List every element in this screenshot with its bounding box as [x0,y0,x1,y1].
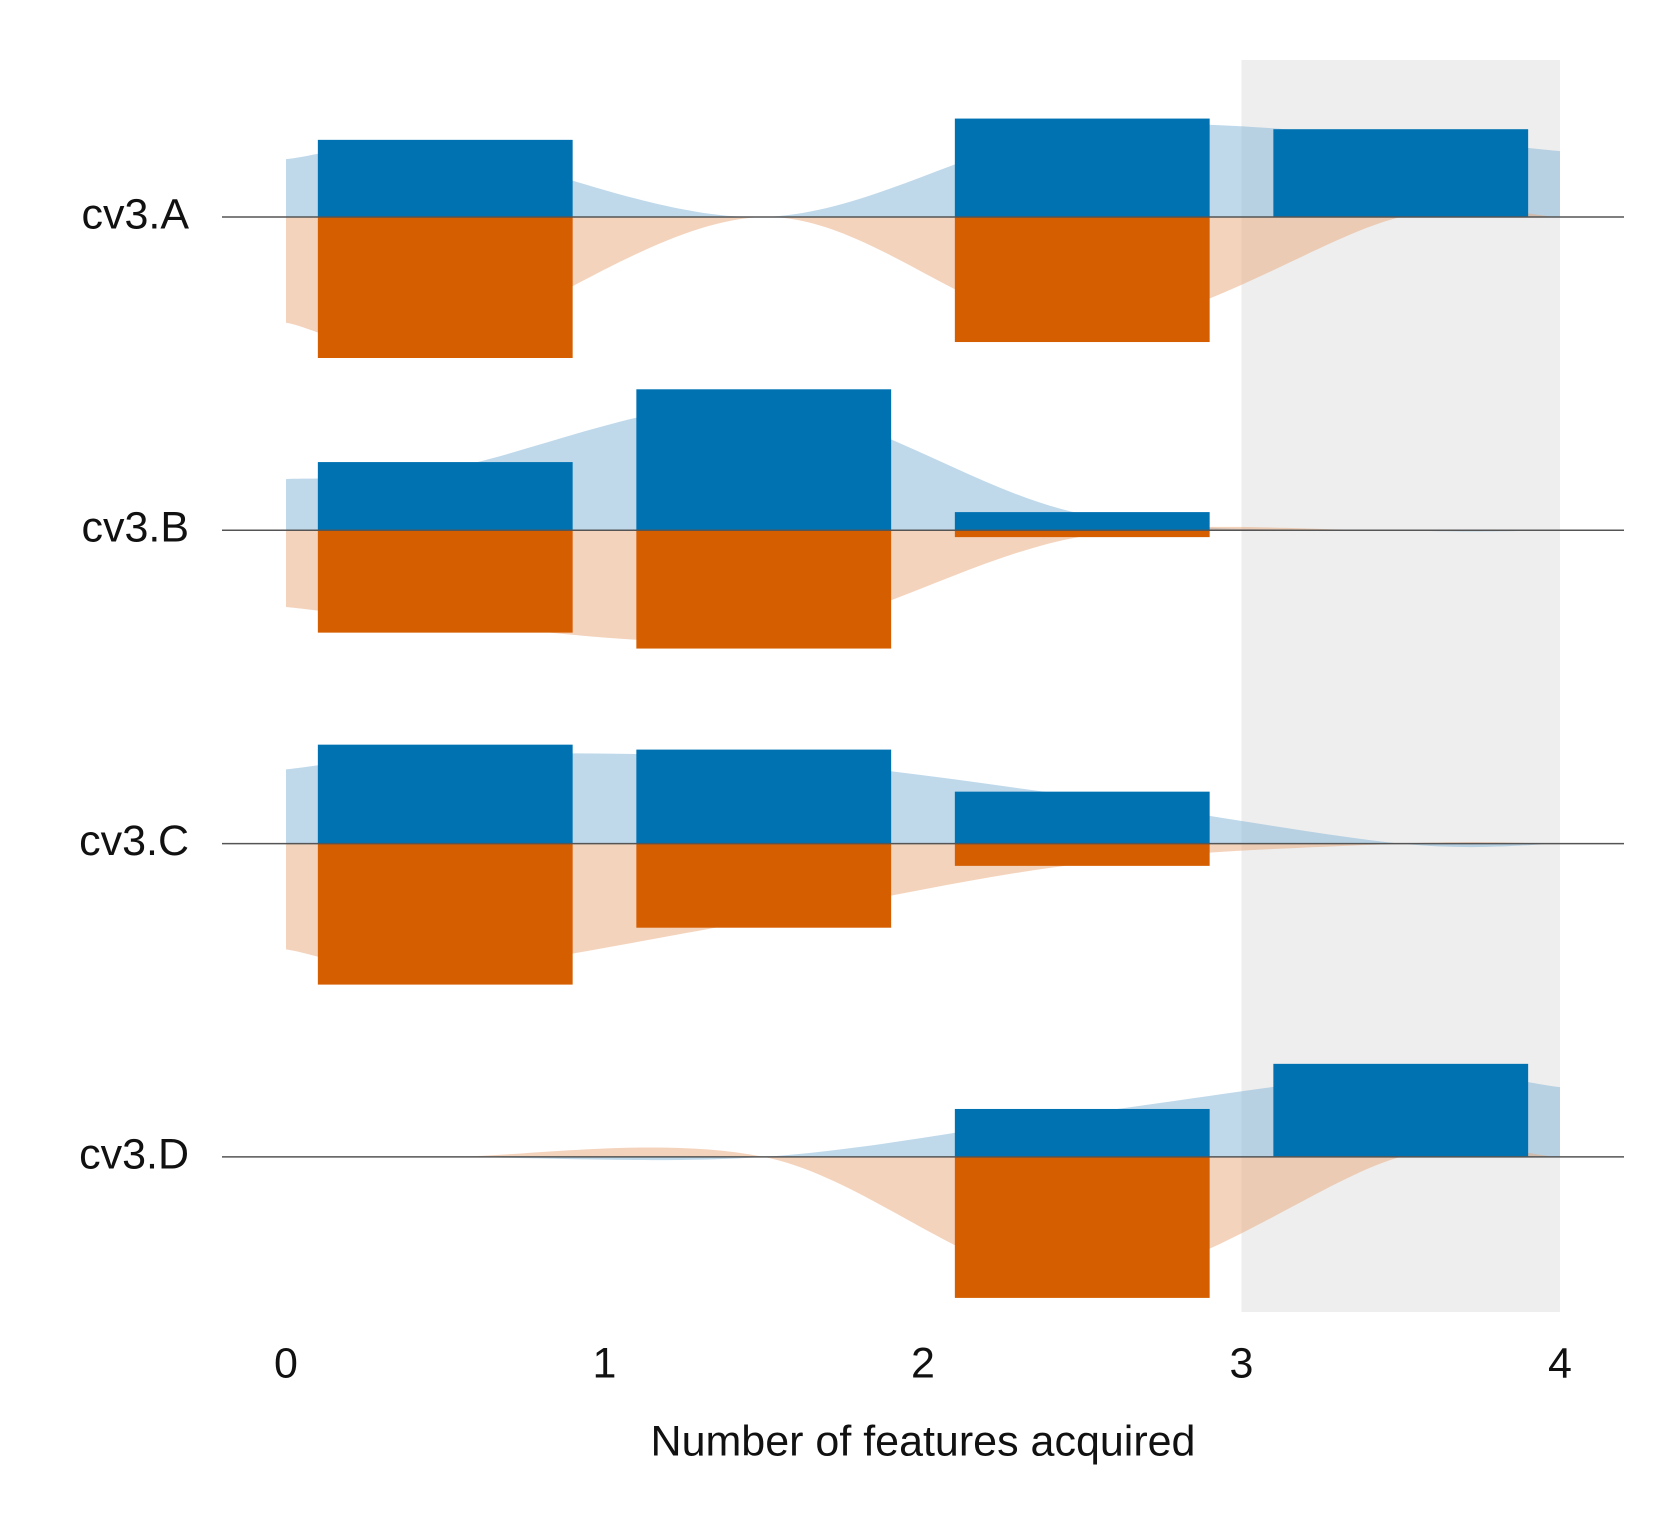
bar [954,512,1210,531]
density-band [286,402,1560,532]
x-tick-label: 3 [1230,1339,1254,1387]
bar [636,389,892,531]
x-tick-label: 2 [911,1339,935,1387]
bar [317,139,573,217]
bar [954,791,1210,844]
density-band [286,753,1560,848]
bar [1273,1063,1529,1157]
x-tick-label: 4 [1548,1339,1572,1387]
x-tick-label: 1 [593,1339,617,1387]
density-band [286,1072,1560,1161]
density-band [286,1147,1560,1284]
density-band [286,123,1560,218]
bar [636,530,892,649]
row-label: cv3.A [81,190,189,238]
bar [954,530,1210,538]
bar [317,843,573,985]
x-tick-label: 0 [274,1339,298,1387]
bar [636,749,892,844]
bar [954,118,1210,217]
bar [954,1156,1210,1298]
bar [954,1108,1210,1157]
row-label: cv3.D [79,1130,189,1178]
row-label: cv3.B [81,504,189,552]
density-band [286,526,1560,642]
bar [1273,129,1529,217]
density-band [286,842,1560,972]
bar [317,744,573,844]
row-label: cv3.C [79,817,189,865]
bar [317,217,573,358]
density-band [286,208,1560,349]
bar [317,530,573,633]
bar [954,217,1210,343]
bar [954,843,1210,866]
x-axis-label: Number of features acquired [651,1417,1196,1465]
bar [317,462,573,531]
bar [636,843,892,928]
